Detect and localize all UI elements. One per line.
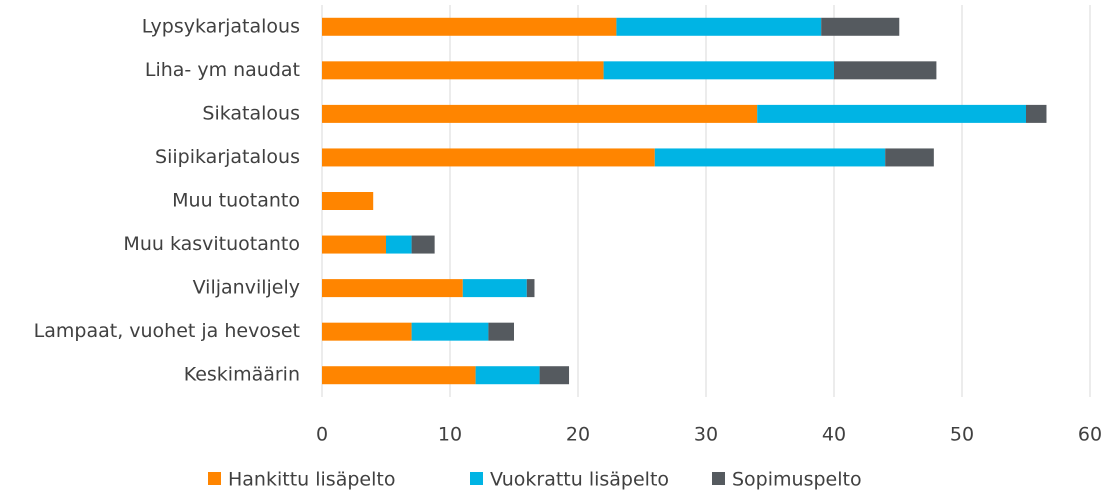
legend-swatch [470,472,483,485]
bar-segment [462,279,527,298]
x-tick-label: 60 [1078,424,1102,446]
bar-segment [1026,104,1047,123]
y-tick-label: Muu tuotanto [172,190,300,212]
bar-segment [322,61,604,80]
bar-segment [322,148,655,167]
legend-label: Hankittu lisäpelto [228,469,395,491]
bar-segment [386,235,412,254]
bar-segment [475,366,540,385]
bar-segment [616,17,822,36]
bar-segment [834,61,937,80]
x-tick-label: 10 [438,424,462,446]
bar-segment [539,366,570,385]
bar-segment [757,104,1026,123]
y-tick-label: Liha- ym naudat [145,59,300,81]
y-tick-label: Lampaat, vuohet ja hevoset [34,320,300,342]
x-tick-label: 0 [316,424,328,446]
x-tick-label: 30 [694,424,718,446]
y-tick-label: Keskimäärin [184,364,300,386]
bar-segment [526,279,535,298]
y-tick-label: Sikatalous [202,102,300,124]
y-tick-label: Siipikarjatalous [155,146,300,168]
bar-segment [322,235,386,254]
bar-segment [411,235,435,254]
bar-segment [322,366,476,385]
bar-segment [322,192,374,210]
bar-segment [821,17,900,36]
bar-segment [322,104,758,123]
x-tick-label: 20 [566,424,590,446]
legend-swatch [208,472,221,485]
y-tick-label: Muu kasvituotanto [123,233,300,255]
x-tick-label: 50 [950,424,974,446]
y-tick-label: Lypsykarjatalous [142,15,300,37]
bar-segment [411,322,489,341]
bar-segment [885,148,934,167]
legend-label: Sopimuspelto [732,469,862,491]
bar-segment [322,17,617,36]
bar-segment [322,322,412,341]
bar-segment [603,61,834,80]
y-tick-label: Viljanviljely [193,277,300,299]
x-tick-label: 40 [822,424,846,446]
bar-segment [654,148,886,167]
bar-segment [488,322,514,341]
legend-swatch [712,472,725,485]
legend-label: Vuokrattu lisäpelto [490,469,669,491]
bar-segment [322,279,463,298]
